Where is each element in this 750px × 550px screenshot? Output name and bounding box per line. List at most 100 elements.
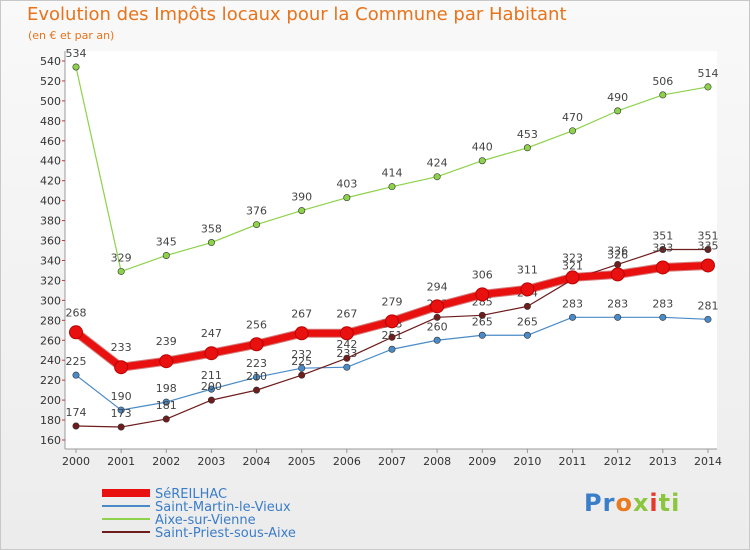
data-label: 173 bbox=[111, 407, 132, 420]
data-point bbox=[114, 360, 129, 375]
y-tick-label: 340 bbox=[40, 254, 61, 267]
data-label: 200 bbox=[201, 380, 222, 393]
y-tick-label: 520 bbox=[40, 75, 61, 88]
data-label: 424 bbox=[427, 157, 448, 170]
y-tick-label: 180 bbox=[40, 414, 61, 427]
data-label: 351 bbox=[697, 230, 718, 243]
data-label: 210 bbox=[246, 370, 267, 383]
data-point bbox=[249, 337, 264, 352]
data-label: 267 bbox=[291, 307, 312, 320]
data-point bbox=[388, 333, 396, 341]
y-tick-label: 240 bbox=[40, 354, 61, 367]
data-label: 376 bbox=[246, 205, 267, 218]
data-label: 233 bbox=[336, 347, 357, 360]
data-label: 232 bbox=[291, 348, 312, 361]
data-point bbox=[294, 326, 309, 341]
y-tick-label: 220 bbox=[40, 374, 61, 387]
x-tick-label: 2006 bbox=[333, 455, 361, 468]
data-label: 279 bbox=[381, 295, 402, 308]
data-label: 211 bbox=[201, 369, 222, 382]
x-tick-label: 2008 bbox=[423, 455, 451, 468]
data-point bbox=[343, 194, 351, 202]
x-tick-label: 2007 bbox=[378, 455, 406, 468]
data-label: 414 bbox=[381, 167, 402, 180]
chart-title: Evolution des Impôts locaux pour la Comm… bbox=[27, 4, 567, 25]
y-tick-label: 200 bbox=[40, 394, 61, 407]
data-label: 225 bbox=[291, 355, 312, 368]
logo-letters: o bbox=[615, 489, 633, 517]
data-point bbox=[614, 260, 622, 268]
data-label: 321 bbox=[562, 259, 583, 272]
data-label: 294 bbox=[427, 280, 448, 293]
y-tick-label: 280 bbox=[40, 314, 61, 327]
data-point bbox=[253, 221, 261, 229]
x-tick-label: 2004 bbox=[243, 455, 271, 468]
data-label: 239 bbox=[156, 335, 177, 348]
plot-area bbox=[65, 51, 717, 449]
proxiti-logo: Proxiti bbox=[584, 489, 680, 517]
data-point bbox=[204, 346, 219, 361]
y-tick-label: 400 bbox=[40, 195, 61, 208]
x-tick-label: 2014 bbox=[694, 455, 722, 468]
data-label: 514 bbox=[697, 67, 718, 80]
x-tick-label: 2002 bbox=[152, 455, 180, 468]
data-point bbox=[569, 313, 577, 321]
data-label: 265 bbox=[517, 315, 538, 328]
y-tick-label: 500 bbox=[40, 95, 61, 108]
data-label: 247 bbox=[201, 327, 222, 340]
data-label: 223 bbox=[246, 357, 267, 370]
data-point bbox=[339, 326, 354, 341]
data-point bbox=[700, 258, 715, 273]
data-point bbox=[207, 239, 215, 247]
data-label: 440 bbox=[472, 141, 493, 154]
data-point bbox=[207, 396, 215, 404]
y-tick-label: 380 bbox=[40, 215, 61, 228]
legend-label: Saint-Martin-le-Vieux bbox=[155, 500, 291, 515]
data-label: 358 bbox=[201, 223, 222, 236]
data-point bbox=[475, 287, 490, 302]
data-point bbox=[159, 354, 174, 369]
data-point bbox=[704, 83, 712, 91]
data-point bbox=[298, 364, 306, 372]
data-label: 306 bbox=[472, 268, 493, 281]
data-label: 242 bbox=[336, 338, 357, 351]
y-tick-label: 260 bbox=[40, 334, 61, 347]
x-tick-label: 2001 bbox=[107, 455, 135, 468]
data-point bbox=[659, 246, 667, 254]
data-point bbox=[704, 246, 712, 254]
data-label: 345 bbox=[156, 235, 177, 248]
data-label: 326 bbox=[607, 248, 628, 261]
data-label: 267 bbox=[336, 307, 357, 320]
data-point bbox=[72, 63, 80, 71]
data-label: 283 bbox=[652, 297, 673, 310]
data-label: 490 bbox=[607, 91, 628, 104]
data-point bbox=[523, 302, 531, 310]
logo-letters: Pr bbox=[584, 489, 616, 517]
data-label: 174 bbox=[66, 406, 87, 419]
data-label: 351 bbox=[652, 230, 673, 243]
x-tick-label: 2010 bbox=[513, 455, 541, 468]
data-point bbox=[659, 91, 667, 99]
data-point bbox=[298, 371, 306, 379]
data-point bbox=[162, 415, 170, 423]
legend-label: SéREILHAC bbox=[155, 487, 227, 502]
data-point bbox=[388, 183, 396, 191]
y-tick-label: 320 bbox=[40, 274, 61, 287]
y-tick-label: 360 bbox=[40, 235, 61, 248]
data-point bbox=[117, 406, 125, 414]
data-point bbox=[565, 270, 580, 285]
data-label: 281 bbox=[697, 299, 718, 312]
x-tick-label: 2011 bbox=[559, 455, 587, 468]
data-label: 283 bbox=[562, 297, 583, 310]
y-tick-label: 300 bbox=[40, 294, 61, 307]
data-point bbox=[72, 371, 80, 379]
data-point bbox=[207, 385, 215, 393]
data-label: 403 bbox=[336, 178, 357, 191]
legend-label: Aixe-sur-Vienne bbox=[155, 513, 256, 528]
data-label: 225 bbox=[66, 355, 87, 368]
data-label: 336 bbox=[607, 244, 628, 257]
y-tick-label: 540 bbox=[40, 55, 61, 68]
data-point bbox=[433, 313, 441, 321]
data-point bbox=[298, 207, 306, 215]
data-point bbox=[704, 315, 712, 323]
